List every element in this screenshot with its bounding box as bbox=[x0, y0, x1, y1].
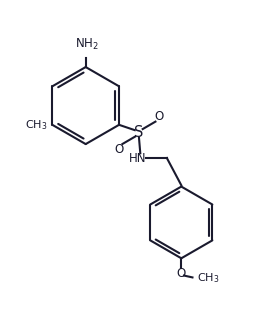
Text: S: S bbox=[134, 125, 144, 140]
Text: HN: HN bbox=[129, 152, 146, 165]
Text: O: O bbox=[114, 143, 123, 156]
Text: O: O bbox=[155, 110, 164, 123]
Text: CH$_3$: CH$_3$ bbox=[197, 272, 220, 285]
Text: CH$_3$: CH$_3$ bbox=[25, 118, 48, 132]
Text: NH$_2$: NH$_2$ bbox=[75, 37, 99, 52]
Text: O: O bbox=[177, 267, 186, 280]
